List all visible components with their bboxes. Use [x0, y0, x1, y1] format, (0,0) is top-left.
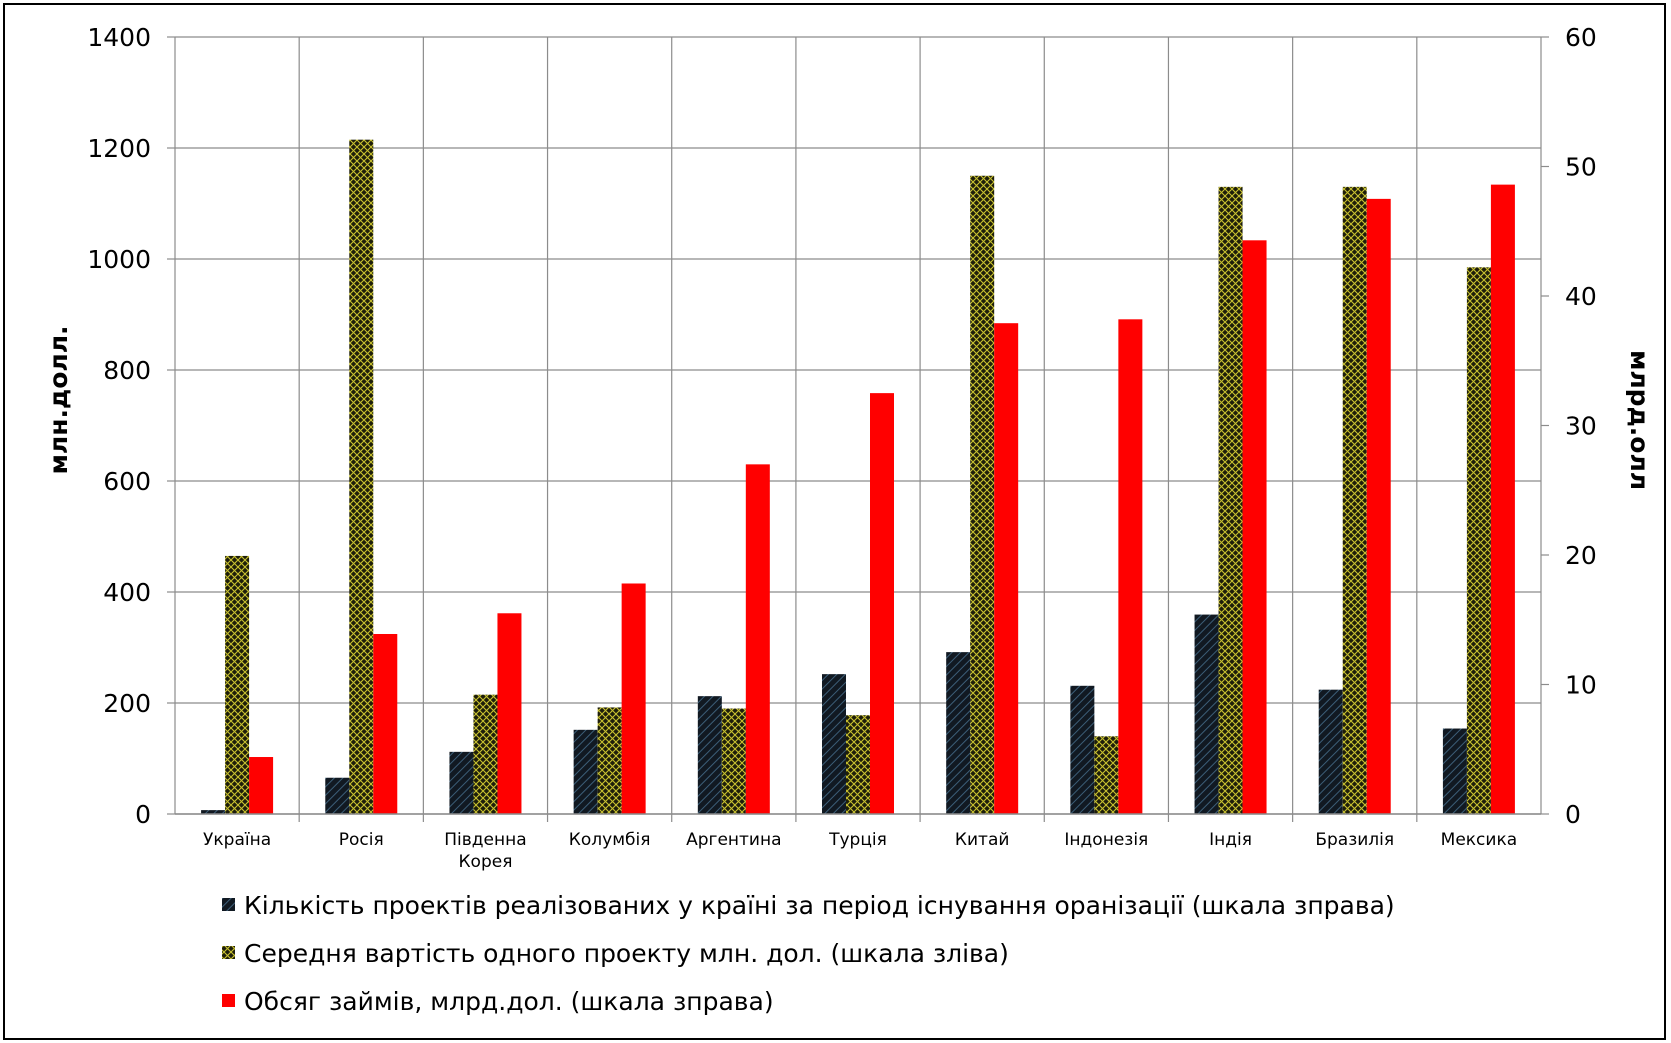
y-axis-right-title: млрд.олл — [1625, 350, 1654, 490]
bar-s0-c9 — [1318, 689, 1343, 814]
y-right-tick-label-3: 30 — [1565, 412, 1597, 441]
y-left-tick-label-3: 600 — [103, 467, 151, 496]
legend-swatch-2 — [222, 994, 235, 1007]
y-right-tick-label-0: 0 — [1565, 800, 1581, 829]
x-tick-label-6: Китай — [955, 830, 1010, 850]
y-left-tick-label-4: 800 — [103, 356, 151, 385]
bar-s2-c3 — [621, 583, 646, 814]
y-left-tick-label-6: 1200 — [87, 134, 151, 163]
y-right-tick-label-4: 40 — [1565, 282, 1597, 311]
bar-s2-c1 — [373, 633, 398, 814]
y-right-tick-label-6: 60 — [1565, 23, 1597, 52]
axes-group: 0 200 400 600 800 1000 1200 1400 0 10 20 30 40 50 60 Ук… — [87, 23, 1596, 872]
bar-s0-c0 — [201, 810, 226, 814]
bar-s0-c3 — [573, 729, 598, 814]
x-tick-label-1: Росія — [339, 830, 384, 850]
bar-s0-c5 — [822, 674, 846, 814]
bar-s0-c6 — [946, 652, 971, 814]
x-tick-label-3: Колумбія — [569, 830, 651, 850]
bar-s1-c1 — [349, 139, 374, 815]
bar-s2-c2 — [497, 613, 522, 814]
legend: Кількість проектів реалізованих у країні… — [222, 891, 1395, 1016]
bar-s1-c2 — [473, 694, 498, 814]
bar-s1-c3 — [597, 707, 622, 814]
bar-s2-c5 — [870, 393, 894, 814]
legend-label-1: Середня вартість одного проекту млн. дол… — [244, 939, 1009, 968]
bars-group — [201, 139, 1515, 815]
bar-s2-c10 — [1490, 184, 1515, 814]
legend-swatch-0 — [222, 898, 235, 911]
bar-s2-c4 — [745, 464, 770, 814]
x-tick-label-2: Південна Корея — [444, 830, 526, 872]
bar-s0-c7 — [1070, 685, 1095, 814]
bar-s2-c0 — [249, 757, 274, 814]
legend-label-2: Обсяг займів, млрд.дол. (шкала зправа) — [244, 987, 774, 1016]
bar-s2-c7 — [1118, 319, 1143, 814]
bar-s1-c8 — [1218, 186, 1243, 815]
bar-s1-c10 — [1466, 267, 1491, 814]
bar-s1-c0 — [225, 555, 250, 814]
legend-swatch-1 — [222, 946, 235, 959]
bar-s1-c7 — [1094, 736, 1119, 814]
x-tick-label-9: Бразилія — [1315, 830, 1394, 850]
bar-s2-c8 — [1242, 240, 1267, 814]
legend-label-0: Кількість проектів реалізованих у країні… — [244, 891, 1395, 920]
x-tick-label-0: Україна — [203, 830, 271, 850]
y-axis-left-title: млн.долл. — [44, 326, 73, 475]
bar-s1-c4 — [721, 708, 746, 814]
y-right-tick-label-5: 50 — [1565, 153, 1597, 182]
bar-s0-c2 — [449, 751, 474, 814]
bar-s1-c9 — [1342, 186, 1367, 815]
bar-s2-c9 — [1366, 198, 1391, 814]
bar-s0-c8 — [1194, 614, 1219, 814]
x-tick-label-5: Турція — [828, 830, 887, 850]
bar-s0-c4 — [697, 696, 722, 814]
bar-s1-c6 — [970, 175, 995, 814]
x-tick-label-8: Індія — [1209, 830, 1252, 850]
x-tick-label-10: Мексика — [1441, 830, 1517, 850]
bar-s1-c5 — [846, 715, 870, 814]
y-left-tick-label-5: 1000 — [87, 245, 151, 274]
y-left-tick-label-7: 1400 — [87, 23, 151, 52]
y-left-tick-label-2: 400 — [103, 578, 151, 607]
y-right-tick-label-1: 10 — [1565, 671, 1597, 700]
bar-s0-c10 — [1442, 728, 1467, 814]
x-tick-label-4: Аргентина — [686, 830, 781, 850]
y-left-tick-label-1: 200 — [103, 689, 151, 718]
y-right-tick-label-2: 20 — [1565, 541, 1597, 570]
y-left-tick-label-0: 0 — [135, 800, 151, 829]
bar-s2-c6 — [994, 323, 1019, 814]
bar-s0-c1 — [325, 777, 350, 814]
x-tick-label-7: Індонезія — [1064, 830, 1148, 850]
